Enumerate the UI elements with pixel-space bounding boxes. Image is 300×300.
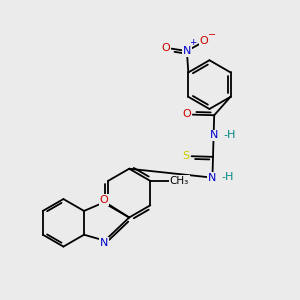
Text: N: N [208, 172, 217, 183]
Text: N: N [183, 46, 191, 56]
Text: -H: -H [223, 130, 236, 140]
Text: S: S [182, 151, 189, 161]
Text: +: + [189, 38, 196, 47]
Text: O: O [100, 195, 109, 205]
Text: N: N [100, 238, 108, 248]
Text: −: − [208, 30, 216, 40]
Text: -H: -H [222, 172, 234, 182]
Text: O: O [182, 109, 191, 119]
Text: CH₃: CH₃ [169, 176, 189, 186]
Text: O: O [162, 43, 170, 53]
Text: N: N [209, 130, 218, 140]
Text: O: O [200, 36, 208, 46]
